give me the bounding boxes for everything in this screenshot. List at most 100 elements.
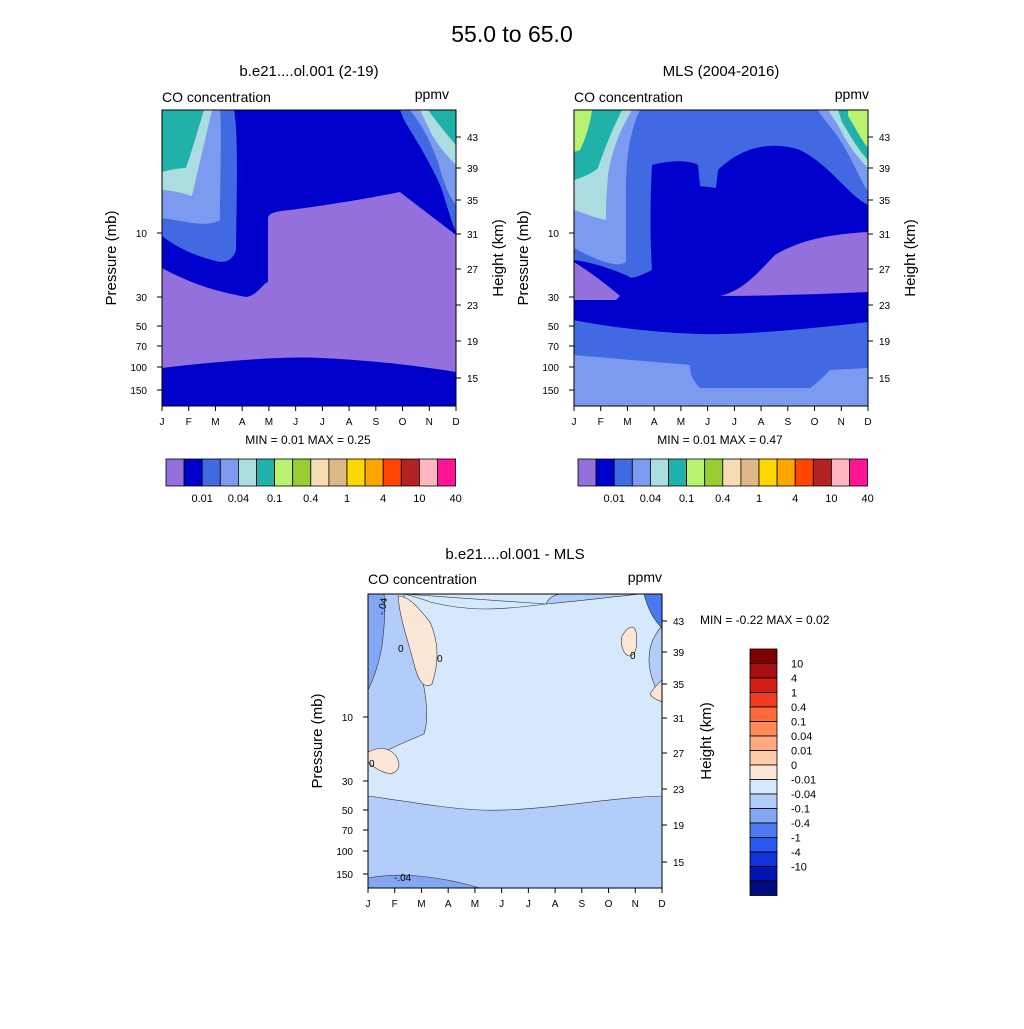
- y-tick-label: 50: [342, 806, 354, 817]
- colorbar: 0.01 0.04 0.1 0.4 1 4 10 40: [165, 458, 462, 505]
- colorbar-box: [722, 458, 742, 487]
- panel-title: b.e21....ol.001 - MLS: [445, 546, 584, 563]
- axes: J F M A M J J A S O N D1030507010015043393531272319…: [336, 617, 684, 910]
- colorbar-label: 40: [449, 493, 461, 505]
- colorbar-box: [749, 764, 778, 780]
- band-teal-right: [428, 110, 456, 145]
- colorbar-box: [749, 808, 778, 824]
- colorbar-label: -0.4: [791, 818, 810, 830]
- y-right-tick-label: 31: [879, 230, 891, 241]
- panel-title: b.e21....ol.001 (2-19): [239, 63, 378, 80]
- y-right-tick-label: 19: [673, 821, 685, 832]
- y-tick-label: 150: [336, 870, 353, 881]
- band-purple-right: [720, 232, 868, 296]
- x-tick-label: M: [471, 899, 479, 910]
- colorbar-label: 0.01: [191, 493, 212, 505]
- contour-label: 0: [630, 651, 636, 662]
- y-tick-label: 150: [130, 386, 147, 397]
- colorbar-label: 0.4: [791, 702, 806, 714]
- colorbar-box: [749, 750, 778, 766]
- colorbar-box: [849, 458, 869, 487]
- field-label: CO concentration: [162, 89, 271, 105]
- x-tick-label: S: [578, 899, 585, 910]
- colorbar-box: [577, 458, 597, 487]
- colorbar-box: [346, 458, 366, 487]
- contour-label: -.04: [377, 597, 391, 616]
- plot-frame: [573, 109, 869, 407]
- colorbar-box: [749, 706, 778, 722]
- colorbar-box: [749, 692, 778, 708]
- contour-fill: [574, 110, 868, 406]
- panel-title: MLS (2004-2016): [663, 63, 780, 80]
- x-tick-label: J: [499, 899, 504, 910]
- x-tick-label: A: [552, 899, 559, 910]
- y-right-tick-label: 39: [673, 648, 685, 659]
- colorbar-box: [794, 458, 814, 487]
- colorbar-box: [749, 866, 778, 882]
- colorbar-box: [740, 458, 760, 487]
- band-mid: [368, 594, 386, 691]
- axes: J F M A M J J A S O N D1030507010015043393531272319…: [130, 133, 478, 428]
- x-tick-label: A: [651, 417, 658, 428]
- colorbar-box: [686, 458, 706, 487]
- y-right-tick-label: 31: [673, 714, 685, 725]
- x-tick-label: F: [598, 417, 604, 428]
- band-pos3: [649, 679, 662, 703]
- field-label: CO concentration: [368, 571, 477, 587]
- minmax-label: MIN = 0.01 MAX = 0.47: [657, 433, 783, 447]
- y-right-tick-label: 23: [673, 785, 685, 796]
- colorbar-label: 0.01: [603, 493, 624, 505]
- colorbar-box: [831, 458, 850, 487]
- x-tick-label: A: [758, 417, 765, 428]
- colorbar-box: [400, 458, 420, 487]
- x-tick-label: J: [705, 417, 710, 428]
- y-right-tick-label: 43: [467, 133, 479, 144]
- colorbar-box: [749, 880, 778, 896]
- y-tick-label: 100: [130, 363, 147, 374]
- band-pale: [368, 594, 662, 811]
- x-tick-label: J: [320, 417, 325, 428]
- colorbar-box: [749, 735, 778, 751]
- y-tick-label: 100: [542, 363, 559, 374]
- axes: J F M A M J J A S O N D1030507010015043393531272319…: [542, 133, 890, 428]
- x-tick-label: J: [293, 417, 298, 428]
- x-tick-label: J: [572, 417, 577, 428]
- y-tick-label: 30: [136, 293, 148, 304]
- unit-label: ppmv: [835, 86, 869, 102]
- y-tick-label: 70: [342, 826, 354, 837]
- colorbar-box: [749, 779, 778, 795]
- colorbar-box: [382, 458, 402, 487]
- colorbar-box: [749, 837, 778, 853]
- contour-label: 0: [369, 759, 375, 770]
- colorbar-label: -4: [791, 847, 801, 859]
- y-axis-right-label: Height (km): [902, 219, 919, 297]
- y-tick-label: 150: [542, 386, 559, 397]
- colorbar-label: 0.4: [303, 493, 318, 505]
- y-tick-label: 50: [136, 322, 148, 333]
- y-tick-label: 70: [548, 342, 560, 353]
- x-tick-label: S: [372, 417, 379, 428]
- x-tick-label: A: [346, 417, 353, 428]
- colorbar-box: [776, 458, 796, 487]
- band-teal: [162, 110, 204, 172]
- x-tick-label: O: [605, 899, 613, 910]
- colorbar-label: 0.01: [791, 746, 812, 758]
- colorbar-box: [310, 458, 330, 487]
- colorbar-box: [219, 458, 239, 487]
- y-right-tick-label: 23: [467, 301, 479, 312]
- colorbar-label: 1: [791, 688, 797, 700]
- colorbar-box: [749, 677, 778, 693]
- y-tick-label: 10: [548, 229, 560, 240]
- colorbar-box: [292, 458, 312, 487]
- y-axis-label: Pressure (mb): [515, 210, 532, 305]
- y-right-tick-label: 43: [879, 133, 891, 144]
- unit-label: ppmv: [415, 86, 449, 102]
- y-tick-label: 10: [342, 713, 354, 724]
- x-tick-label: D: [658, 899, 665, 910]
- y-right-tick-label: 39: [879, 164, 891, 175]
- colorbar-label: 1: [756, 493, 762, 505]
- colorbar-box: [749, 822, 778, 838]
- y-right-tick-label: 35: [879, 196, 891, 207]
- y-right-tick-label: 27: [879, 265, 891, 276]
